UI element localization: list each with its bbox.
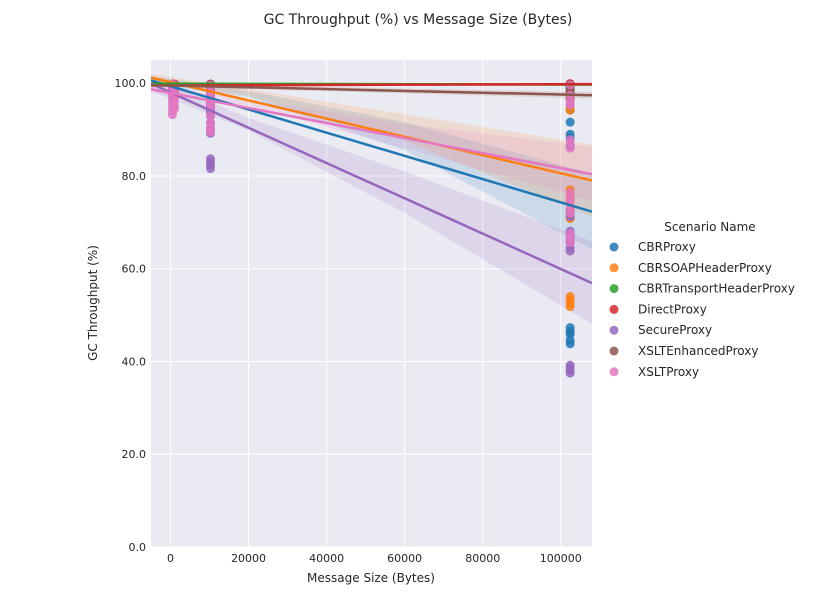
legend-label: CBRProxy: [638, 240, 696, 254]
confidence-band: [151, 75, 592, 250]
regression-line: [151, 83, 592, 97]
x-tick-label: 80000: [465, 552, 500, 565]
data-point: [565, 117, 575, 127]
x-axis-label: Message Size (Bytes): [307, 571, 435, 585]
data-point: [565, 368, 575, 378]
legend-label: CBRSOAPHeaderProxy: [638, 261, 772, 275]
data-point: [565, 238, 575, 248]
plot-area: [151, 60, 592, 547]
data-point: [565, 208, 575, 218]
y-tick-label: 60.0: [122, 263, 147, 276]
y-tick-label: 40.0: [122, 355, 147, 368]
x-tick-label: 100000: [540, 552, 582, 565]
legend-label: SecureProxy: [638, 323, 712, 337]
legend-marker: [609, 325, 619, 335]
legend-marker: [609, 304, 619, 314]
x-tick-label: 60000: [387, 552, 422, 565]
regression-line: [151, 76, 592, 182]
legend-label: DirectProxy: [638, 302, 707, 316]
data-point: [205, 164, 215, 174]
y-tick-label: 0.0: [129, 541, 147, 554]
y-tick-labels: 0.0 20.0 40.0 60.0 80.0 100.0: [115, 77, 147, 554]
regression-line: [151, 82, 592, 285]
y-tick-label: 20.0: [122, 448, 147, 461]
legend-label: XSLTEnhancedProxy: [638, 344, 758, 358]
legend-label: CBRTransportHeaderProxy: [638, 282, 795, 296]
data-point: [565, 339, 575, 349]
x-tick-label: 20000: [231, 552, 266, 565]
legend: Scenario Name CBRProxy CBRSOAPHeaderProxy…: [609, 220, 795, 379]
data-point: [565, 246, 575, 256]
data-point: [205, 127, 215, 137]
x-tick-labels: 0 20000 40000 60000 80000 100000: [167, 552, 582, 565]
legend-marker: [609, 263, 619, 273]
legend-marker: [609, 346, 619, 356]
x-tick-label: 40000: [309, 552, 344, 565]
legend-title: Scenario Name: [664, 220, 755, 234]
legend-marker: [609, 242, 619, 252]
data-point: [565, 302, 575, 312]
data-point: [169, 104, 179, 114]
data-point: [565, 143, 575, 153]
data-point: [565, 100, 575, 110]
y-tick-label: 80.0: [122, 170, 147, 183]
confidence-band: [151, 76, 592, 324]
chart-title: GC Throughput (%) vs Message Size (Bytes…: [264, 12, 573, 28]
regression-lines: [151, 76, 592, 285]
regression-line: [151, 82, 592, 87]
regression-line: [151, 87, 592, 176]
legend-marker: [609, 367, 619, 377]
x-gridlines: [170, 60, 562, 547]
legend-label: XSLTProxy: [638, 365, 699, 379]
y-axis-label: GC Throughput (%): [86, 245, 100, 361]
y-tick-label: 100.0: [115, 77, 147, 90]
legend-marker: [609, 284, 619, 294]
x-tick-label: 0: [167, 552, 174, 565]
